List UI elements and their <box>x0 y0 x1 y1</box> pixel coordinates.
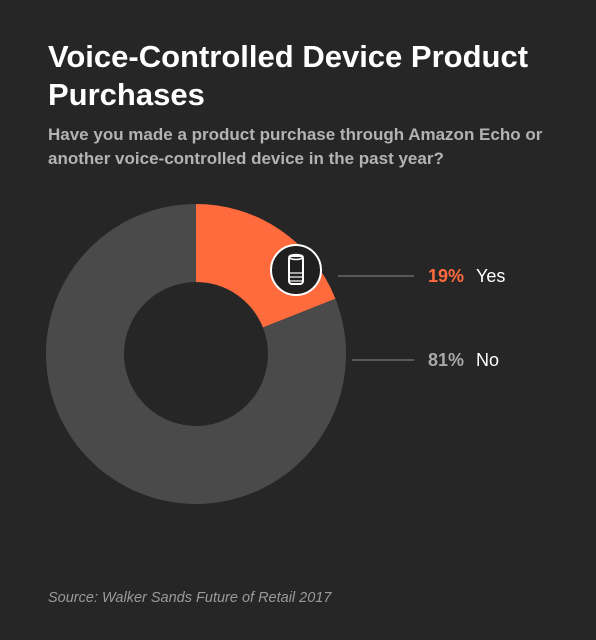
donut-slices <box>45 204 346 504</box>
value-label-yes: 19% <box>428 266 464 286</box>
slice-no <box>45 204 346 504</box>
chart-title: Voice-Controlled Device Product Purchase… <box>48 39 529 112</box>
slice-labels: 19% Yes 81% No <box>338 266 505 370</box>
chart-subtitle: Have you made a product purchase through… <box>48 125 543 168</box>
slice-yes <box>196 204 336 328</box>
smart-speaker-icon <box>270 244 322 296</box>
value-label-no: 81% <box>428 350 464 370</box>
category-label-no: No <box>476 350 499 370</box>
donut-chart: 19% Yes 81% No <box>45 204 505 504</box>
source-note: Source: Walker Sands Future of Retail 20… <box>48 590 332 606</box>
category-label-yes: Yes <box>476 266 505 286</box>
